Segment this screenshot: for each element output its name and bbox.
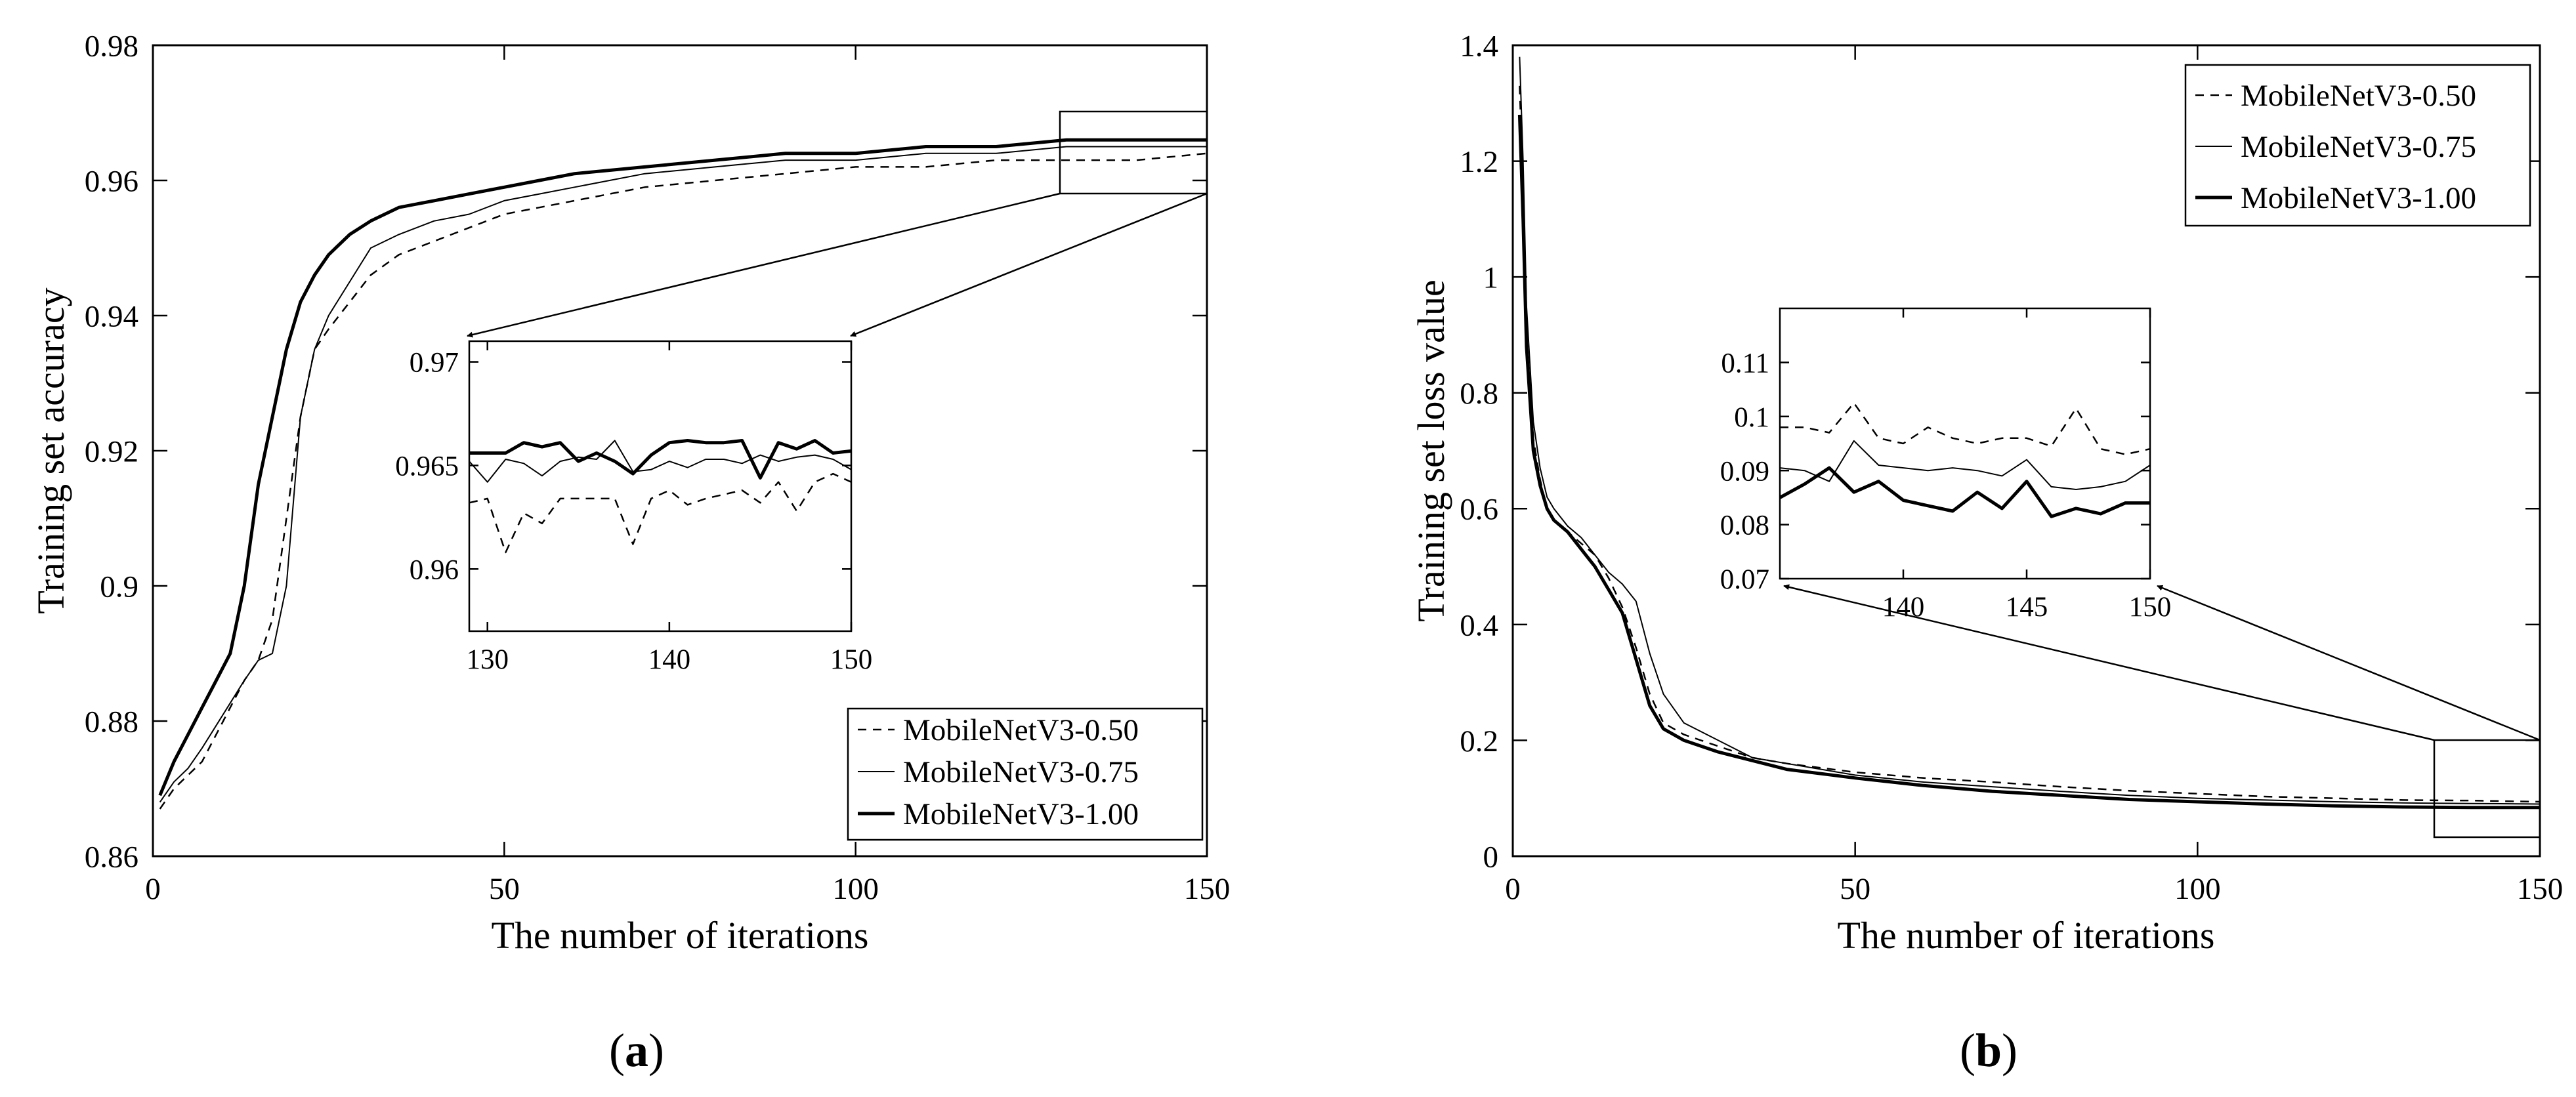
panel-a-ytick-label: 0.96 (85, 164, 138, 198)
panel-a-ytick-label: 0.98 (85, 29, 138, 63)
panel-a-ytick-label: 0.92 (85, 434, 138, 468)
panel-b-inset-ticks (1780, 308, 2151, 580)
panel-b-label-letter: b (1975, 1024, 2002, 1077)
panel-b-legend-label-2: MobileNetV3-1.00 (2241, 181, 2476, 215)
panel-a-inset-xtick-labels: 130 140 150 (466, 644, 872, 675)
panel-b-xtick-labels: 0 50 100 150 (1505, 872, 2563, 906)
panel-b-zoom-arrow-right (2157, 585, 2541, 741)
panel-a-ytick-label: 0.94 (85, 299, 138, 333)
panel-b-ytick-label: 0.8 (1460, 377, 1498, 411)
panel-a-inset-xtick-label: 140 (648, 644, 691, 675)
panel-a-inset-ticks (469, 341, 853, 631)
panel-b-ytick-label: 0 (1483, 840, 1499, 874)
panel-a-xtick-label: 100 (832, 872, 879, 906)
panel-a-series-mobilenetv3-1-00 (158, 138, 1207, 797)
panel-b-inset-xtick-label: 140 (1882, 592, 1925, 623)
panel-a-inset-series (469, 439, 851, 554)
panel-a-series-mobilenetv3-0-75 (159, 146, 1207, 803)
panel-b-xtick-label: 0 (1505, 872, 1521, 906)
panel-a-label: (a) (609, 1024, 664, 1077)
panel-b-ytick-label: 1.2 (1460, 145, 1498, 179)
panel-a-inset-series-mobilenetv3-0-50 (469, 472, 851, 554)
panel-a-y-axis-label: Training set accuracy (30, 287, 72, 613)
panel-a-xtick-label: 0 (145, 872, 161, 906)
panel-a-inset-plot-area (468, 340, 853, 632)
panel-b-label: (b) (1960, 1024, 2017, 1077)
panel-a-inset-ytick-label: 0.96 (410, 554, 459, 585)
panel-b-ytick-label: 0.2 (1460, 724, 1498, 758)
panel-b-xtick-label: 100 (2174, 872, 2221, 906)
panel-b-x-axis-label: The number of iterations (1838, 914, 2215, 957)
panel-b-inset-ytick-label: 0.11 (1721, 348, 1769, 379)
panel-b-series-mobilenetv3-0-75 (1519, 56, 2540, 805)
panel-a-series (158, 138, 1207, 810)
panel-b-zoom-box (2433, 739, 2541, 838)
panel-a-legend-label-2: MobileNetV3-1.00 (903, 797, 1139, 831)
panel-a-inset-xtick-label: 130 (466, 644, 509, 675)
panel-a-label-letter: a (625, 1024, 648, 1077)
panel-a-ytick-labels: 0.86 0.88 0.9 0.92 0.94 0.96 0.98 (85, 29, 138, 874)
panel-a-zoom-box (1059, 110, 1208, 195)
panel-a-inset-ytick-labels: 0.96 0.965 0.97 (395, 348, 459, 586)
panel-b-inset-xtick-label: 145 (2006, 592, 2048, 623)
panel-b-ytick-label: 1.4 (1460, 29, 1498, 63)
panel-b-inset-ytick-label: 0.1 (1734, 402, 1769, 433)
panel-a-ytick-label: 0.88 (85, 705, 138, 739)
panel-a-inset-xtick-label: 150 (830, 644, 873, 675)
panel-a-ytick-label: 0.9 (100, 569, 138, 604)
panel-a-ytick-label: 0.86 (85, 840, 138, 874)
panel-a-legend-label-1: MobileNetV3-0.75 (903, 755, 1139, 789)
panel-a-zoom-arrow-left (467, 192, 1061, 338)
panel-b-inset-ytick-label: 0.09 (1720, 456, 1769, 487)
panel-a-xtick-label: 150 (1184, 872, 1231, 906)
panel-a-inset-ytick-label: 0.97 (410, 348, 459, 379)
panel-a-legend-label-0: MobileNetV3-0.50 (903, 713, 1139, 747)
panel-b-inset-series-mobilenetv3-0-50 (1780, 402, 2150, 455)
panel-b-inset-xtick-labels: 140 145 150 (1882, 592, 2172, 623)
panel-a-series-mobilenetv3-0-50 (159, 152, 1207, 810)
panel-a-chart: 0.86 0.88 0.9 0.92 0.94 0.96 0.98 0 50 100 150 0.… (30, 29, 1230, 1077)
panel-b-zoom-arrow-left (1783, 584, 2435, 741)
panel-a-inset-series-mobilenetv3-1-00 (469, 439, 851, 480)
panel-b-inset-series-mobilenetv3-0-75 (1780, 440, 2150, 490)
panel-a-ticks (152, 44, 1208, 858)
panel-b-y-axis-label: Training set loss value (1410, 279, 1452, 621)
panel-a-xtick-labels: 0 50 100 150 (145, 872, 1230, 906)
panel-b-series (1517, 56, 2540, 810)
panel-b-xtick-label: 150 (2517, 872, 2564, 906)
panel-b-inset-series-mobilenetv3-1-00 (1780, 466, 2150, 518)
panel-b-chart: 00.20.40.60.811.21.4 0 50 100 150 0.070.080… (1410, 29, 2563, 1077)
panel-b-ytick-label: 0.4 (1460, 608, 1498, 642)
panel-b-legend-label-0: MobileNetV3-0.50 (2241, 79, 2476, 113)
panel-a-inset-ytick-label: 0.965 (395, 451, 459, 482)
panel-a-zoom-arrow-right (850, 192, 1208, 337)
panel-b-inset-ytick-label: 0.08 (1720, 510, 1769, 541)
panel-b-inset-series (1780, 402, 2150, 518)
panel-b-xtick-label: 50 (1840, 872, 1870, 906)
panel-b-ytick-label: 0.6 (1460, 493, 1498, 527)
panel-a-legend (847, 707, 1204, 841)
panel-b-inset-ytick-labels: 0.07 0.08 0.09 0.1 0.11 (1720, 348, 1769, 595)
panel-b-inset-ytick-label: 0.07 (1720, 564, 1769, 595)
panel-b-series-mobilenetv3-0-50 (1519, 85, 2540, 803)
panel-a-inset-series-mobilenetv3-0-75 (469, 440, 851, 483)
panel-b-inset-xtick-label: 150 (2129, 592, 2172, 623)
panel-a-xtick-label: 50 (489, 872, 520, 906)
panel-b-series-mobilenetv3-1-00 (1517, 114, 2540, 810)
panel-b-ytick-labels: 0 0.2 0.4 0.6 0.8 1 1.2 1.4 (1460, 29, 1498, 874)
panel-b-inset-plot-area (1779, 307, 2151, 580)
panel-b-legend-label-1: MobileNetV3-0.75 (2241, 130, 2476, 164)
panel-a-x-axis-label: The number of iterations (492, 914, 869, 957)
panel-b-legend (2184, 64, 2531, 227)
panel-b-ytick-label: 1 (1483, 261, 1499, 295)
